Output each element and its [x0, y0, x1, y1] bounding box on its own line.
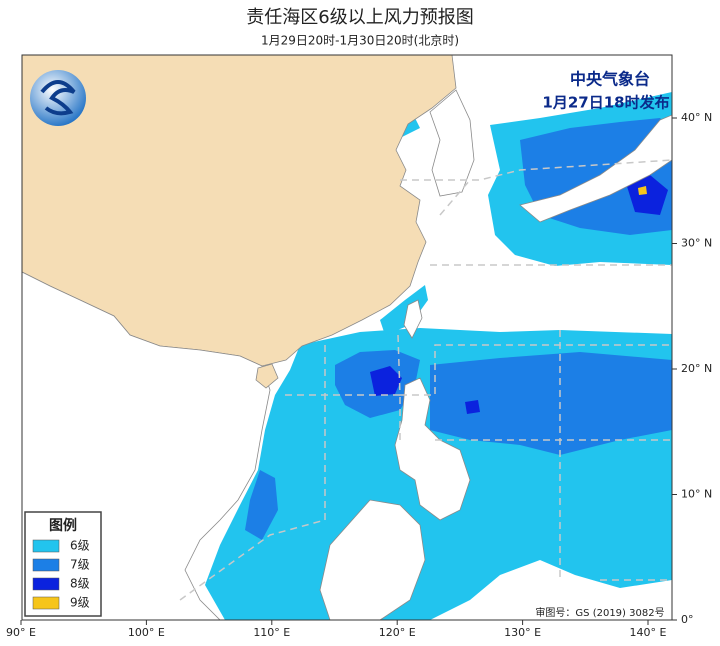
map-frame	[21, 54, 673, 621]
wind-zone	[370, 366, 402, 396]
land-korea	[429, 89, 475, 197]
land-hainan	[255, 363, 279, 389]
review-number: 审图号：GS (2019) 3082号	[535, 606, 664, 619]
legend-swatch	[32, 558, 60, 572]
lat-label: 30° N	[681, 237, 712, 250]
lon-label: 140° E	[630, 626, 667, 639]
legend-swatch	[32, 577, 60, 591]
legend-label: 7级	[70, 558, 90, 572]
legend-label: 6级	[70, 539, 90, 553]
lon-label: 120° E	[379, 626, 416, 639]
title: 责任海区6级以上风力预报图	[246, 7, 473, 28]
land-taiwan	[403, 299, 423, 339]
lat-label: 20° N	[681, 362, 712, 375]
wind-zone	[430, 352, 672, 455]
land-borneo	[319, 499, 426, 620]
lat-label: 10° N	[681, 488, 712, 501]
lon-label: 100° E	[128, 626, 165, 639]
land-japan	[519, 114, 672, 223]
land-philippines	[394, 377, 471, 521]
lat-label: 0°	[681, 613, 694, 626]
lon-label: 110° E	[253, 626, 290, 639]
logo	[30, 70, 86, 126]
agency: 中央气象台	[570, 70, 650, 89]
legend-title: 图例	[49, 517, 77, 534]
subtitle: 1月29日20时-1月30日20时(北京时)	[261, 34, 459, 48]
lat-label: 40° N	[681, 111, 712, 124]
legend-swatch	[32, 539, 60, 553]
map-body	[22, 55, 672, 620]
legend: 图例 6级 7级 8级 9级	[24, 511, 102, 617]
legend-swatch	[32, 596, 60, 610]
wind-zone	[625, 175, 668, 215]
lon-label: 90° E	[6, 626, 36, 639]
lon-label: 130° E	[504, 626, 541, 639]
wind-zone	[638, 186, 647, 195]
legend-label: 8级	[70, 577, 90, 591]
wind-zone	[380, 285, 428, 335]
issue-time: 1月27日18时发布	[542, 94, 669, 112]
wind-zone	[465, 400, 480, 414]
legend-label: 9级	[70, 596, 90, 610]
wind-zone	[245, 470, 278, 540]
sea-zone-lines	[179, 159, 672, 601]
